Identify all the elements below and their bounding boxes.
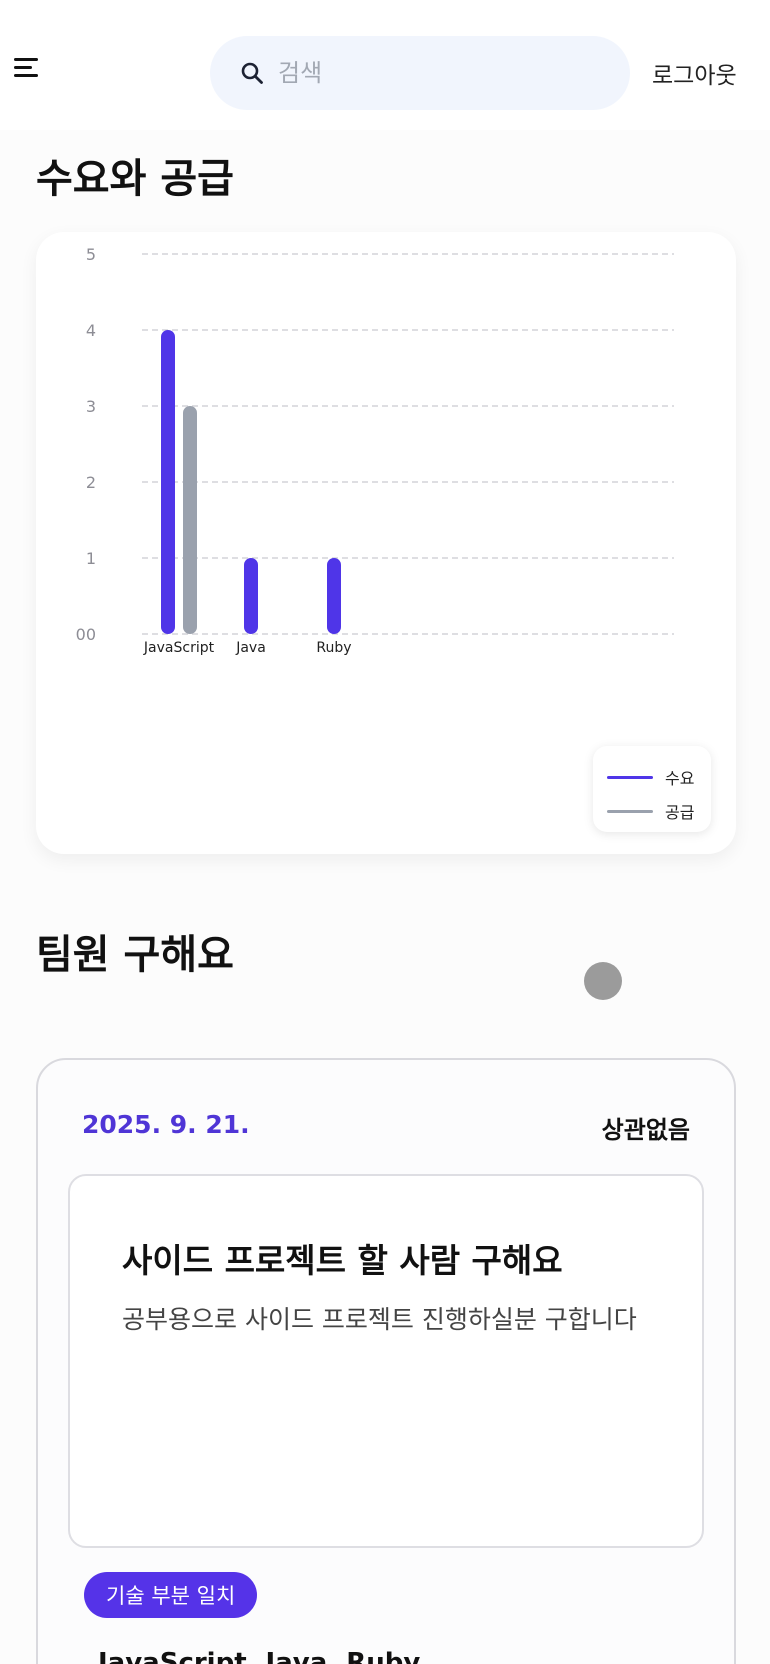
demand-supply-chart: 00 1 2 3 4 5 JavaScript Java Ruby: [76, 245, 674, 656]
logout-button[interactable]: 로그아웃: [652, 63, 737, 89]
search-icon: [241, 62, 263, 84]
legend-label-demand: 수요: [665, 769, 695, 788]
chart-legend: 수요 공급: [593, 746, 711, 832]
team-section-title: 팀원 구해요: [36, 932, 234, 978]
bar-ruby-demand: [327, 558, 341, 634]
x-tick-label: Java: [235, 640, 266, 656]
chart-section-title: 수요와 공급: [36, 156, 234, 202]
y-tick-label: 00: [76, 625, 96, 644]
recruit-post-card[interactable]: 2025. 9. 21. 상관없음 사이드 프로젝트 할 사람 구해요 공부용으…: [36, 1058, 736, 1664]
search-bar[interactable]: [210, 36, 630, 110]
post-date: 2025. 9. 21.: [82, 1110, 250, 1139]
post-title: 사이드 프로젝트 할 사람 구해요: [122, 1241, 563, 1280]
legend-swatch-demand: [607, 775, 653, 779]
legend-item-supply[interactable]: 공급: [607, 794, 711, 828]
legend-item-demand[interactable]: 수요: [607, 760, 711, 794]
y-tick-label: 1: [86, 549, 96, 568]
y-tick-label: 2: [86, 473, 96, 492]
y-tick-label: 5: [86, 245, 96, 264]
post-skills: JavaScript, Java, Ruby: [98, 1648, 421, 1664]
bar-javascript-supply: [183, 406, 197, 634]
search-input[interactable]: [278, 59, 598, 87]
menu-icon[interactable]: [14, 58, 40, 80]
post-description: 공부용으로 사이드 프로젝트 진행하실분 구합니다: [122, 1305, 637, 1334]
post-condition: 상관없음: [601, 1116, 690, 1144]
floating-dot[interactable]: [584, 962, 622, 1000]
header: 로그아웃: [0, 0, 770, 130]
x-tick-label: JavaScript: [143, 640, 215, 656]
bar-javascript-demand: [161, 330, 175, 634]
legend-label-supply: 공급: [665, 803, 695, 822]
bar-java-demand: [244, 558, 258, 634]
y-tick-label: 4: [86, 321, 96, 340]
chart-card: 00 1 2 3 4 5 JavaScript Java Ruby 수요 공급: [36, 232, 736, 854]
skill-match-badge: 기술 부분 일치: [84, 1572, 258, 1618]
y-tick-label: 3: [86, 397, 96, 416]
legend-swatch-supply: [607, 809, 653, 813]
post-content-box: 사이드 프로젝트 할 사람 구해요 공부용으로 사이드 프로젝트 진행하실분 구…: [68, 1174, 704, 1548]
x-tick-label: Ruby: [316, 640, 351, 656]
